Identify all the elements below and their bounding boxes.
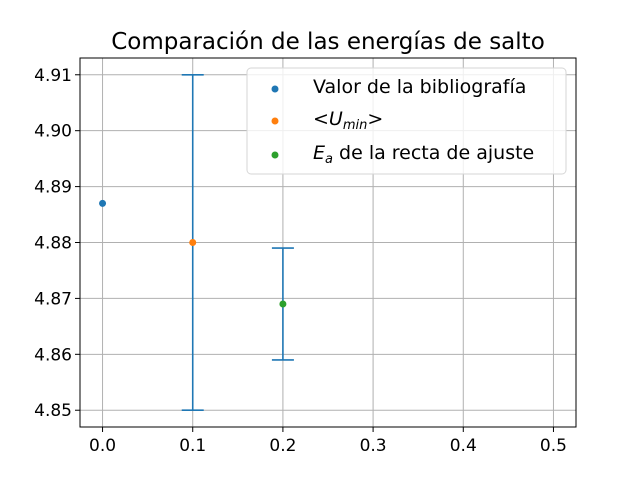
x-tick-label: 0.4 xyxy=(450,436,477,456)
legend-label: Valor de la bibliografía xyxy=(313,76,526,98)
y-tick-label: 4.85 xyxy=(34,401,72,421)
x-tick-label: 0.1 xyxy=(179,436,206,456)
data-points xyxy=(99,199,287,308)
legend-label-part: U xyxy=(329,108,343,130)
y-axis: 4.85 4.86 4.87 4.88 4.89 4.90 4.91 xyxy=(34,66,80,421)
x-tick-label: 0.2 xyxy=(269,436,296,456)
legend-label-part: Valor de la bibliografía xyxy=(313,76,526,98)
legend-label-part: de la recta de ajuste xyxy=(333,142,534,164)
y-tick-label: 4.88 xyxy=(34,234,72,254)
legend-marker xyxy=(271,151,279,159)
legend-label-part: E xyxy=(313,142,325,164)
y-tick-label: 4.89 xyxy=(34,178,72,198)
legend-label-part: > xyxy=(367,108,383,130)
legend-label-part: < xyxy=(313,108,329,130)
x-axis: 0.0 0.1 0.2 0.3 0.4 0.5 xyxy=(89,427,567,456)
chart-title: Comparación de las energías de salto xyxy=(111,29,545,55)
legend-box xyxy=(246,67,567,175)
data-point xyxy=(189,239,197,246)
legend-marker xyxy=(271,85,279,93)
legend-label: <Umin> xyxy=(313,108,383,133)
y-tick-label: 4.86 xyxy=(34,345,72,365)
y-tick-label: 4.87 xyxy=(34,289,72,309)
x-tick-label: 0.0 xyxy=(89,436,116,456)
data-point xyxy=(279,300,287,308)
y-tick-label: 4.90 xyxy=(34,122,72,142)
x-tick-label: 0.5 xyxy=(540,436,567,456)
x-tick-label: 0.3 xyxy=(360,436,387,456)
y-tick-label: 4.91 xyxy=(34,66,72,86)
data-point xyxy=(99,199,107,207)
legend-label-part: min xyxy=(343,118,368,133)
legend-label: Ea de la recta de ajuste xyxy=(313,142,534,167)
legend: Valor de la bibliografía <Umin> Ea de la r… xyxy=(246,67,567,175)
legend-marker xyxy=(271,117,279,125)
legend-label-part: a xyxy=(325,152,333,167)
